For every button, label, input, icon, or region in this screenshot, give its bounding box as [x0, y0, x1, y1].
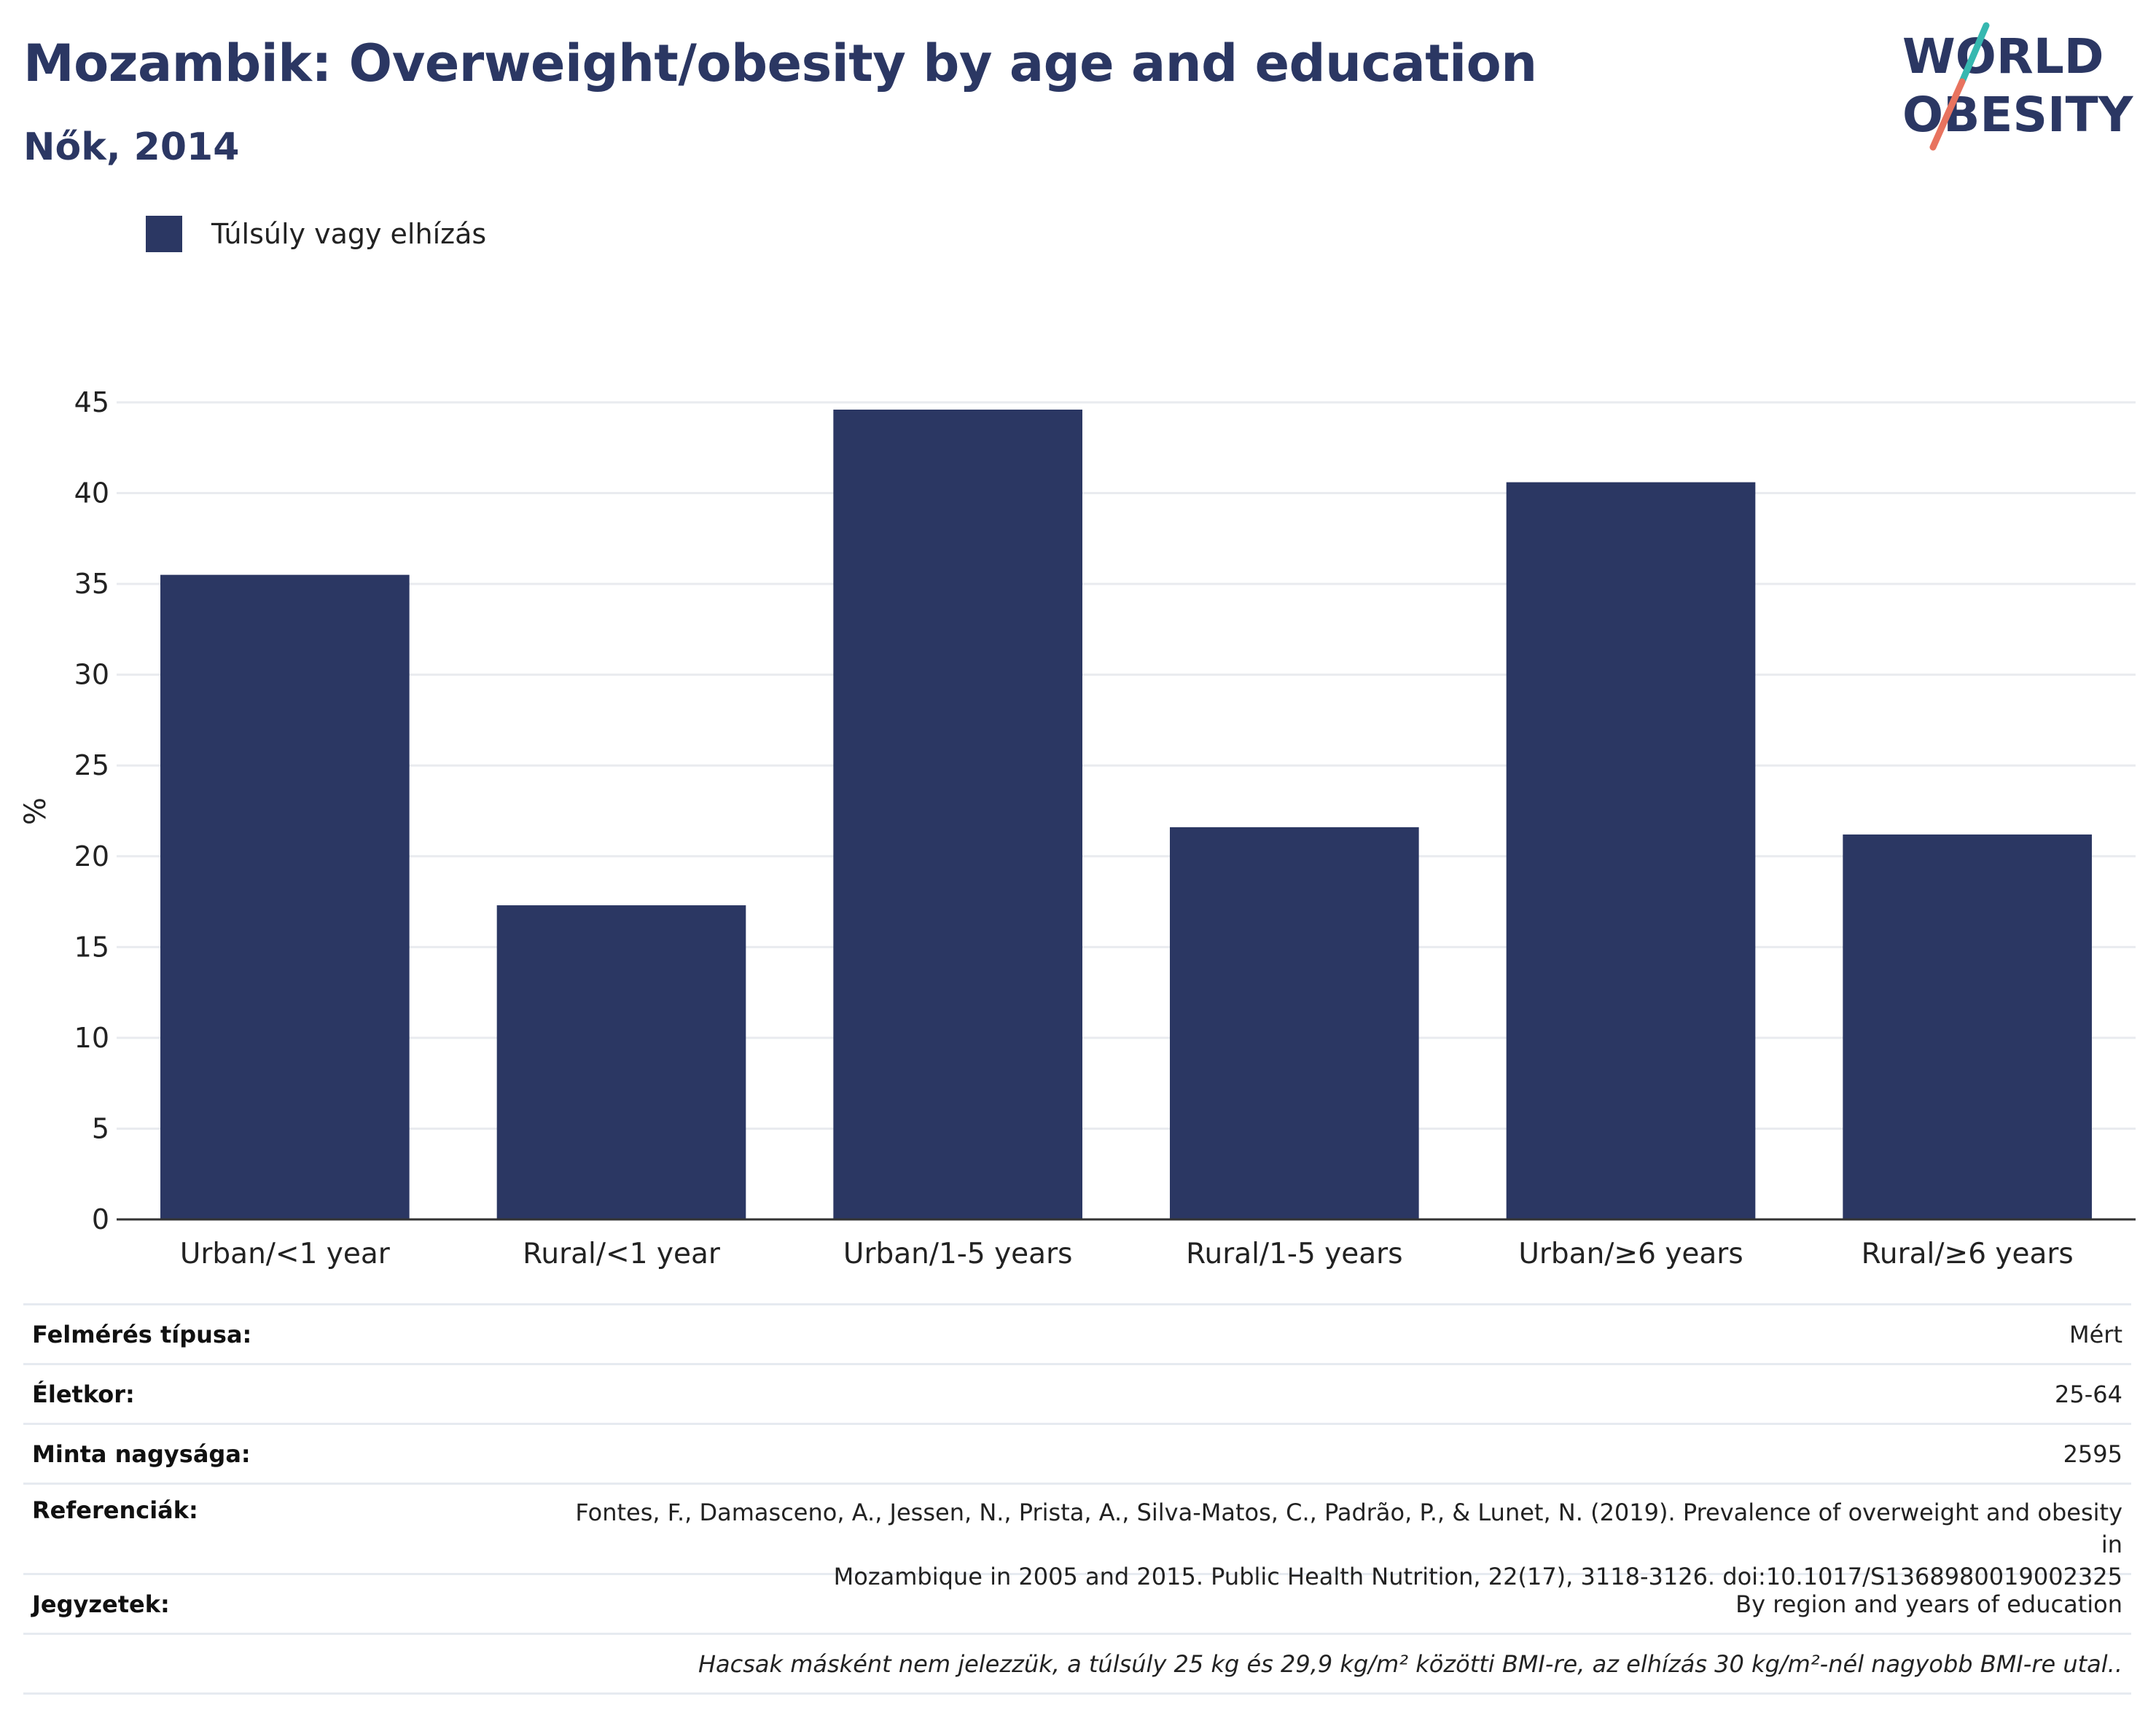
- footnote-text: Hacsak másként nem jelezzük, a túlsúly 2…: [698, 1649, 2122, 1678]
- chart-title: Mozambik: Overweight/obesity by age and …: [23, 34, 1537, 93]
- references-value: Fontes, F., Damasceno, A., Jessen, N., P…: [555, 1496, 2122, 1593]
- info-table: Felmérés típusa: Mért Életkor: 25-64 Min…: [23, 1303, 2131, 1695]
- sample-size-value: 2595: [2063, 1440, 2122, 1468]
- x-tick-label: Rural/1-5 years: [1186, 1238, 1402, 1270]
- bar-chart: 0 5 10 15 20 25 30 35 40 45 Urban/<1 year Rural/<1 …: [74, 386, 2136, 1270]
- x-tick-label: Urban/<1 year: [180, 1238, 391, 1270]
- y-tick-label: 0: [92, 1203, 109, 1235]
- bar: [160, 574, 410, 1219]
- survey-type-label: Felmérés típusa:: [32, 1320, 252, 1348]
- y-tick-label: 10: [74, 1022, 109, 1054]
- info-row-footnote: Hacsak másként nem jelezzük, a túlsúly 2…: [23, 1635, 2131, 1695]
- x-tick-label: Urban/≥6 years: [1518, 1238, 1743, 1270]
- survey-type-value: Mért: [2069, 1320, 2122, 1348]
- info-row-notes: Jegyzetek: By region and years of educat…: [23, 1575, 2131, 1635]
- bar: [833, 409, 1082, 1219]
- y-tick-label: 40: [74, 477, 109, 509]
- sample-size-label: Minta nagysága:: [32, 1440, 251, 1468]
- y-tick-label: 15: [74, 931, 109, 963]
- references-line-2: Mozambique in 2005 and 2015. Public Heal…: [833, 1563, 2122, 1590]
- references-label: Referenciák:: [32, 1496, 198, 1524]
- info-row-references: Referenciák: Fontes, F., Damasceno, A., …: [23, 1485, 2131, 1590]
- logo-slash-bottom: [1929, 78, 1966, 151]
- x-tick-label: Rural/≥6 years: [1862, 1238, 2074, 1270]
- info-row-survey-type: Felmérés típusa: Mért: [23, 1305, 2131, 1365]
- y-tick-label: 30: [74, 659, 109, 691]
- y-tick-label: 45: [74, 386, 109, 418]
- notes-label: Jegyzetek:: [32, 1590, 170, 1618]
- bar: [1170, 827, 1419, 1219]
- y-tick-label: 5: [92, 1112, 109, 1144]
- world-obesity-logo: WORLD OBESITY: [1902, 22, 2134, 151]
- logo-text-world: WORLD: [1902, 28, 2104, 85]
- logo-slash-top: [1958, 22, 1990, 85]
- notes-value: By region and years of education: [1735, 1590, 2122, 1618]
- x-tick-label: Rural/<1 year: [523, 1238, 721, 1270]
- y-tick-label: 35: [74, 568, 109, 600]
- age-label: Életkor:: [32, 1380, 135, 1408]
- y-tick-label: 25: [74, 749, 109, 781]
- info-row-age: Életkor: 25-64: [23, 1365, 2131, 1425]
- bar: [1506, 482, 1756, 1219]
- info-row-sample-size: Minta nagysága: 2595: [23, 1425, 2131, 1485]
- age-value: 25-64: [2055, 1380, 2122, 1408]
- x-tick-label: Urban/1-5 years: [843, 1238, 1073, 1270]
- legend: Túlsúly vagy elhízás: [146, 216, 486, 252]
- bar: [1843, 834, 2092, 1219]
- legend-label: Túlsúly vagy elhízás: [211, 218, 487, 250]
- bar: [496, 905, 746, 1219]
- legend-swatch: [146, 216, 182, 252]
- references-line-1: Fontes, F., Damasceno, A., Jessen, N., P…: [575, 1499, 2122, 1558]
- y-tick-label: 20: [74, 840, 109, 872]
- chart-subtitle: Nők, 2014: [23, 125, 240, 169]
